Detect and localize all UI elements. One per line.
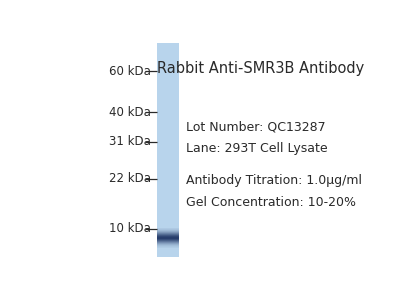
Bar xyxy=(157,237,179,238)
Bar xyxy=(157,232,179,233)
Text: 40 kDa: 40 kDa xyxy=(109,106,151,119)
Bar xyxy=(157,235,179,236)
Text: Gel Concentration: 10-20%: Gel Concentration: 10-20% xyxy=(186,195,356,208)
Bar xyxy=(157,231,179,232)
Bar xyxy=(157,240,179,241)
Text: 22 kDa: 22 kDa xyxy=(109,172,151,185)
Bar xyxy=(157,229,179,230)
Bar xyxy=(157,245,179,246)
Bar xyxy=(157,234,179,235)
Text: Antibody Titration: 1.0μg/ml: Antibody Titration: 1.0μg/ml xyxy=(186,174,362,187)
Bar xyxy=(157,242,179,243)
Bar xyxy=(157,42,179,257)
Bar xyxy=(157,236,179,237)
Bar xyxy=(157,244,179,245)
Bar xyxy=(157,239,179,240)
Text: Lane: 293T Cell Lysate: Lane: 293T Cell Lysate xyxy=(186,142,328,155)
Text: 10 kDa: 10 kDa xyxy=(109,222,151,236)
Bar xyxy=(157,241,179,242)
Bar xyxy=(157,238,179,239)
Bar xyxy=(157,228,179,229)
Text: 60 kDa: 60 kDa xyxy=(109,64,151,78)
Text: Lot Number: QC13287: Lot Number: QC13287 xyxy=(186,121,326,134)
Bar xyxy=(157,243,179,244)
Bar xyxy=(157,233,179,234)
Bar xyxy=(157,230,179,231)
Bar xyxy=(157,247,179,248)
Bar xyxy=(157,246,179,247)
Text: 31 kDa: 31 kDa xyxy=(109,135,151,148)
Text: Rabbit Anti-SMR3B Antibody: Rabbit Anti-SMR3B Antibody xyxy=(157,61,364,76)
